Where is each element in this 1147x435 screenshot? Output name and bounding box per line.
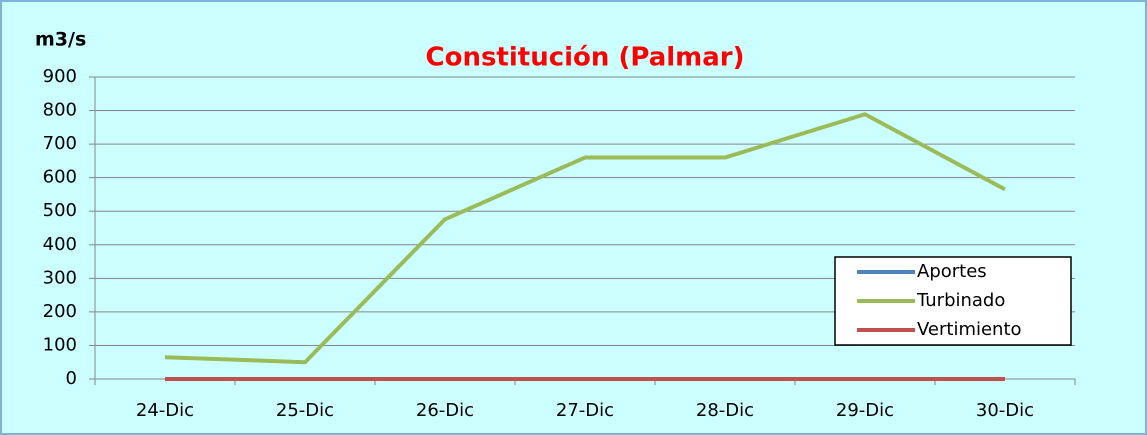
chart-title: Constitución (Palmar) <box>426 43 745 73</box>
x-tick-label: 28-Dic <box>696 400 754 421</box>
x-tick-label: 27-Dic <box>556 400 614 421</box>
y-tick-label: 800 <box>43 100 77 121</box>
y-tick-label: 700 <box>43 133 77 154</box>
x-tick-label: 30-Dic <box>976 400 1034 421</box>
y-tick-label: 300 <box>43 267 77 288</box>
y-tick-label: 900 <box>43 66 77 87</box>
y-tick-label: 0 <box>66 368 77 389</box>
y-axis-label: m3/s <box>35 29 86 51</box>
y-tick-label: 500 <box>43 200 77 221</box>
y-tick-label: 400 <box>43 234 77 255</box>
x-tick-label: 24-Dic <box>136 400 194 421</box>
legend-label: Vertimiento <box>917 319 1022 340</box>
x-tick-label: 25-Dic <box>276 400 334 421</box>
x-tick-label: 29-Dic <box>836 400 894 421</box>
legend-label: Aportes <box>917 261 987 282</box>
y-tick-label: 600 <box>43 167 77 188</box>
y-tick-label: 200 <box>43 301 77 322</box>
x-tick-label: 26-Dic <box>416 400 474 421</box>
series-line <box>164 112 1006 365</box>
y-tick-label: 100 <box>43 334 77 355</box>
legend-label: Turbinado <box>916 290 1005 311</box>
